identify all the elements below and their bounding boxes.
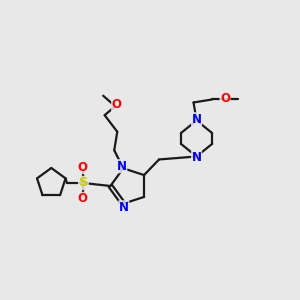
Text: N: N [191,113,202,126]
Text: O: O [112,98,122,111]
Text: O: O [220,92,230,105]
Text: O: O [78,192,88,206]
Text: O: O [78,160,88,174]
Text: N: N [191,151,202,164]
Text: S: S [79,176,88,190]
Text: N: N [119,201,129,214]
Text: N: N [117,160,127,173]
